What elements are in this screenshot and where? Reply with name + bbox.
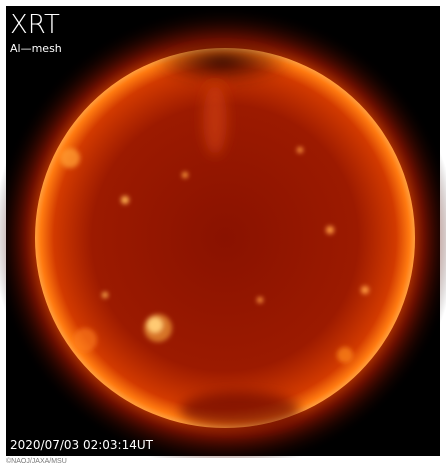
instrument-label: XRT: [10, 10, 60, 40]
sun-disc: [35, 48, 415, 428]
filter-label: Al—mesh: [10, 42, 62, 55]
coronal-holes: [152, 40, 300, 428]
active-regions: [60, 147, 369, 363]
credit: ©NAOJ/JAXA/MSU: [6, 458, 67, 465]
timestamp: 2020/07/03 02:03:14UT: [10, 438, 154, 452]
